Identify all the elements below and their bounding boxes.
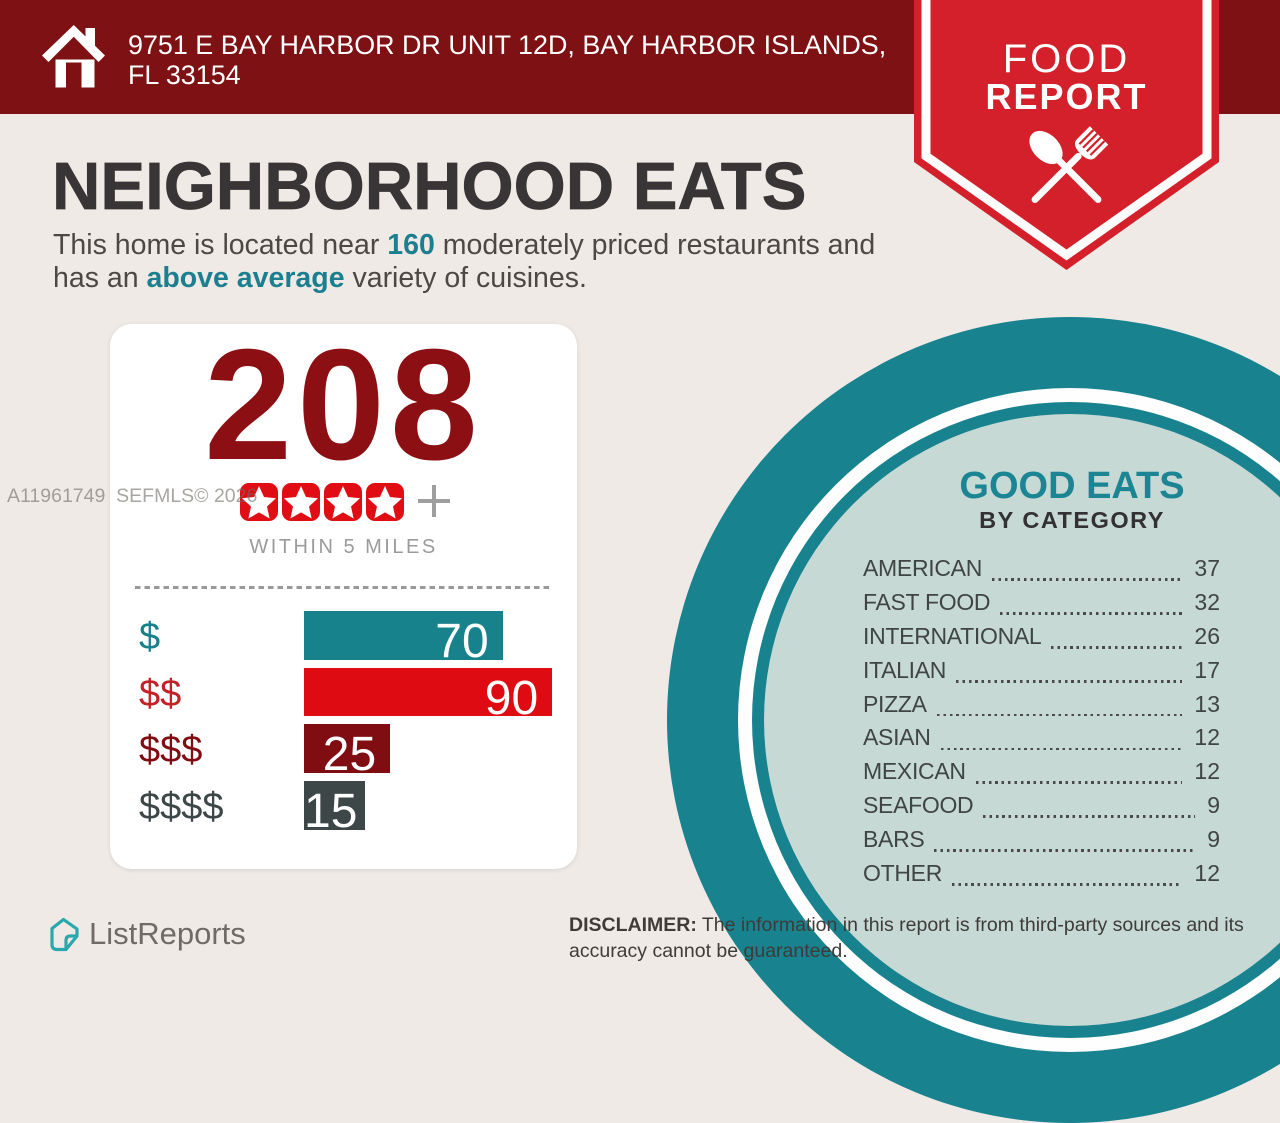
svg-text:REPORT: REPORT bbox=[985, 76, 1147, 117]
svg-text:FOOD: FOOD bbox=[1003, 37, 1131, 81]
